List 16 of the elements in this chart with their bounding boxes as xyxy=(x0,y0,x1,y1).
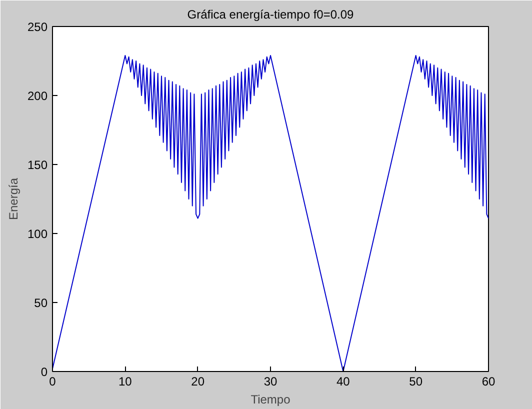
y-tick-label: 250 xyxy=(27,20,48,34)
x-tick-label: 60 xyxy=(482,374,496,388)
x-tick-label: 40 xyxy=(336,374,350,388)
y-axis-title: Energía xyxy=(6,178,20,220)
y-tick-label: 200 xyxy=(27,89,48,103)
x-tick-label: 0 xyxy=(49,374,56,388)
x-tick-label: 30 xyxy=(264,374,278,388)
y-tick-label: 50 xyxy=(34,296,48,310)
chart-title: Gráfica energía-tiempo f0=0.09 xyxy=(187,8,354,22)
x-tick-label: 20 xyxy=(191,374,205,388)
x-tick-label: 50 xyxy=(409,374,423,388)
y-tick-label: 100 xyxy=(27,227,48,241)
x-axis-title: Tiempo xyxy=(250,392,291,406)
x-tick-label: 10 xyxy=(118,374,132,388)
y-tick-label: 0 xyxy=(40,365,48,379)
y-tick-label: 150 xyxy=(27,158,48,172)
